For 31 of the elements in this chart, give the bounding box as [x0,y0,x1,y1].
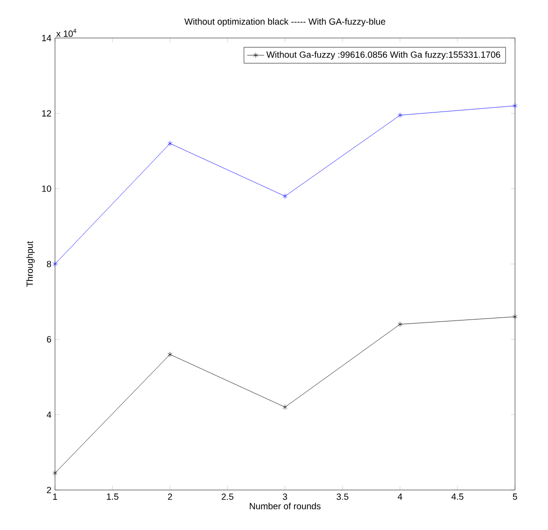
x-tick-label: 4.5 [451,494,464,500]
chart-title: Without optimization black ----- With GA-fuzzy-blue [184,18,386,26]
x-tick-label: 2.5 [222,494,234,500]
y-tick-label: 14 [42,34,52,42]
point [52,470,58,476]
text: x 10$^{4}$ [56,28,76,37]
point [52,261,58,267]
y-tick-label: 8 [46,260,52,268]
x-tick-label: 2 [168,494,172,500]
point [512,103,518,108]
x-tick-label: 1.5 [106,494,118,500]
point [398,112,402,118]
y-tick-label: 10 [42,185,52,192]
point [282,404,288,410]
x-tick-label: 3.5 [336,494,348,500]
y-tick-label: 6 [46,336,52,343]
x-tick-label: 5 [512,494,518,500]
point [168,352,172,358]
x-tick-label: 4 [398,494,402,500]
y-tick-label: 4 [46,412,52,418]
y-tick-label: 12 [42,110,52,116]
point [398,322,402,327]
y-axis-title: Throughput [26,241,35,287]
point [282,193,288,199]
x-tick-label: 3 [282,494,288,500]
point [512,314,518,320]
x-tick-label: 1 [53,494,58,500]
legend-label: Without Ga-fuzzy :99616.0856 With Ga fuzzy:155331.1706 [266,51,500,60]
y-tick-label: 2 [46,486,52,494]
x-axis-title: Number of rounds [250,502,321,510]
point [168,140,172,146]
